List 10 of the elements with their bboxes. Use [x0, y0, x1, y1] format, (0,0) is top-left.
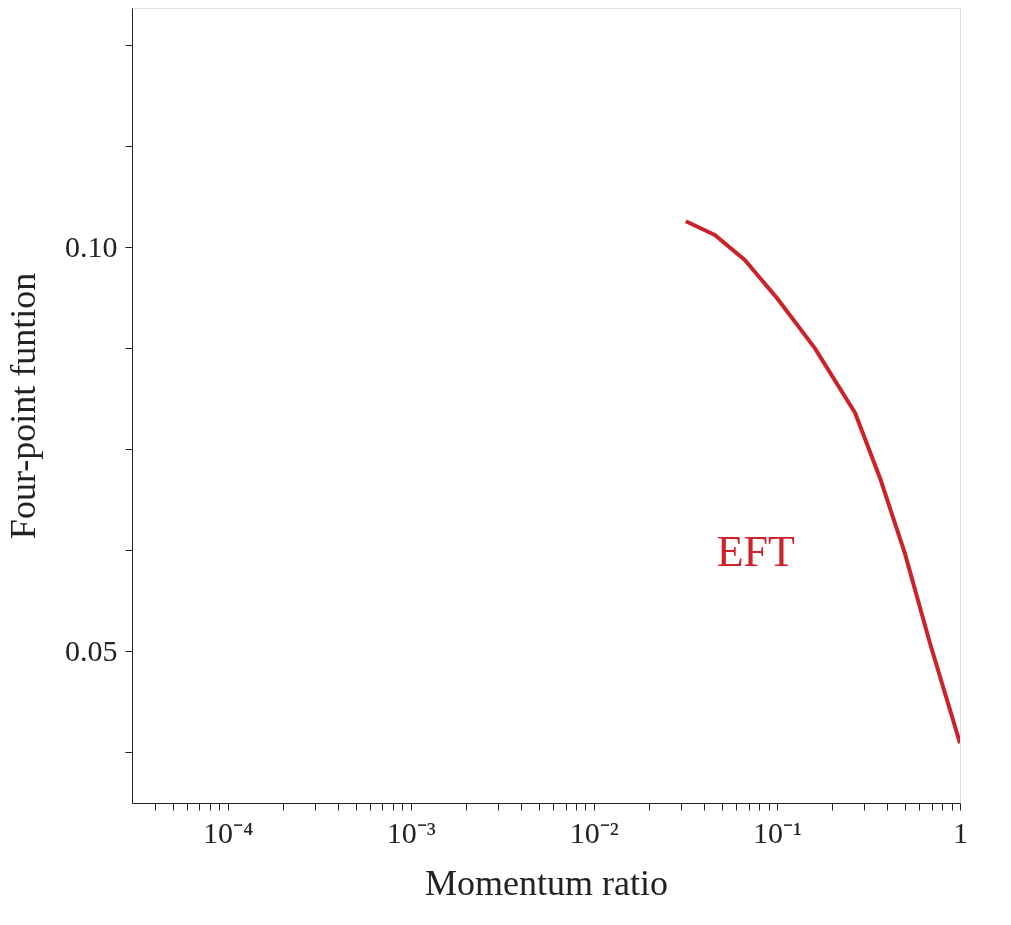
- x-tick-label: 10⁻⁴: [202, 815, 254, 849]
- text: EFT: [716, 527, 795, 577]
- y-tick-label: 0.10: [65, 229, 118, 263]
- x-tick-label: 10⁻¹: [752, 815, 802, 849]
- y-axis-title: Four-point funtion: [3, 272, 43, 540]
- x-tick-label: 10⁻³: [386, 815, 436, 849]
- y-tick-label: 0.05: [65, 633, 118, 667]
- x-axis-title: Momentum ratio: [425, 862, 668, 903]
- x-tick-label: 1: [953, 815, 968, 849]
- x-tick-label: 10⁻²: [569, 815, 619, 849]
